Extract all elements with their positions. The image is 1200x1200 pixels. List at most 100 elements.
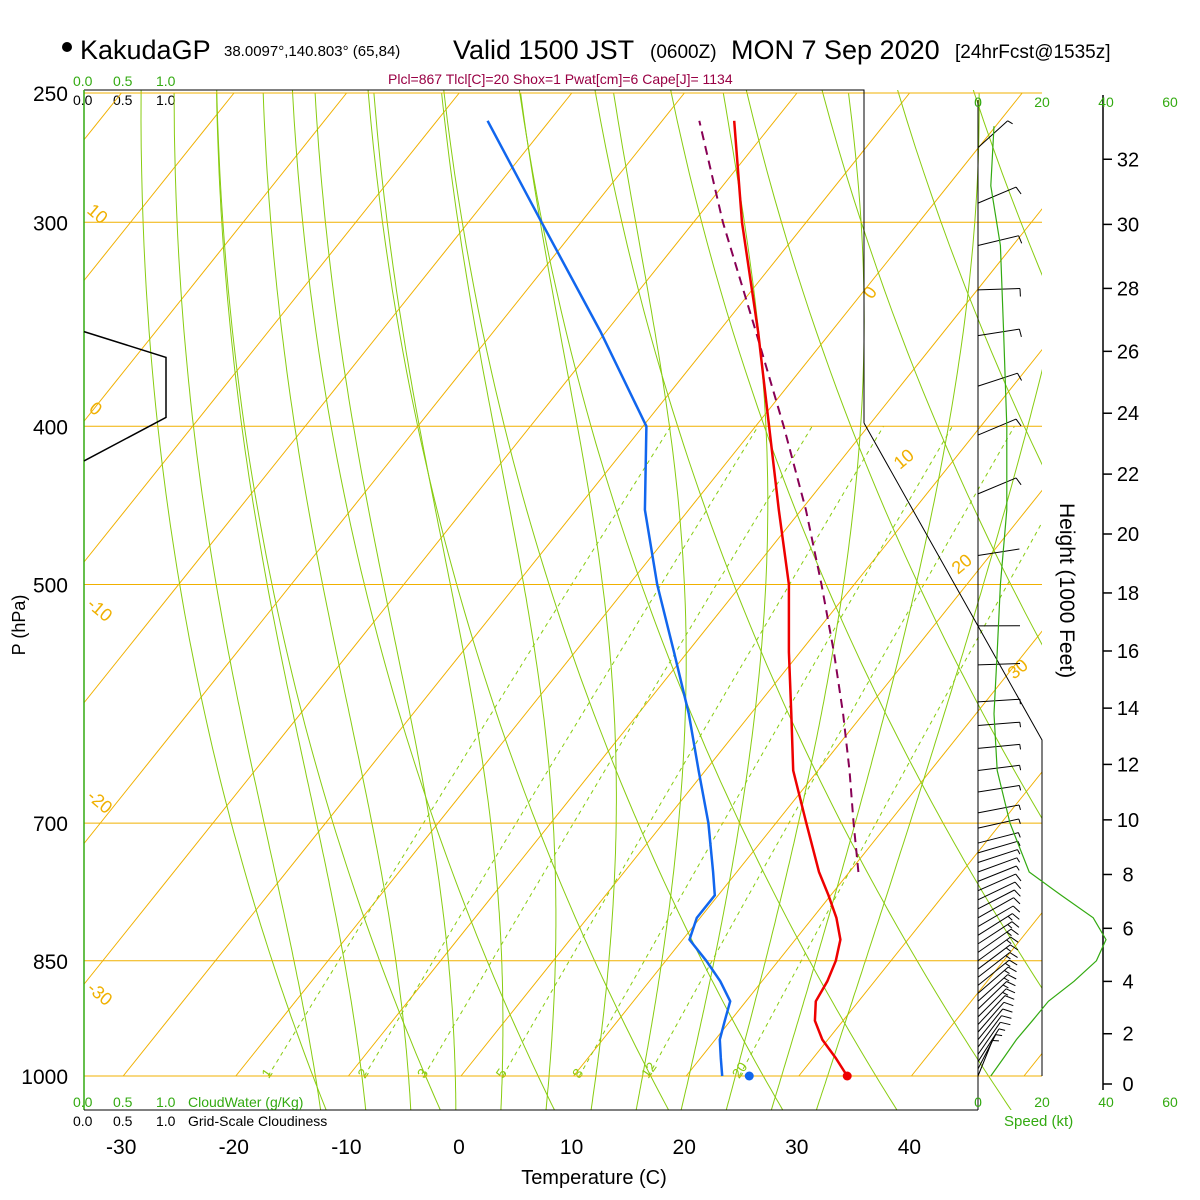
wind-barb-flag [1014,889,1021,897]
wind-barb-shaft [977,981,1007,1010]
speed-tick-label: 0 [974,1094,982,1110]
height-tick-label: 4 [1122,971,1133,993]
wind-barb-shaft [977,288,1021,291]
cloudiness-profile [83,330,167,462]
speed-tick-label: 40 [1098,94,1114,110]
bottom-cloud-tick: 0.5 [113,1094,133,1110]
wind-barb-shaft [977,881,1016,901]
wind-barb-shaft [977,988,1007,1018]
valid-zulu: (0600Z) [650,42,717,63]
station-coords: 38.0097°,140.803° (65,84) [224,43,400,60]
wind-barb [977,721,1021,728]
wind-barb-shaft [977,804,1020,814]
wind-barb [977,418,1022,436]
wind-barb-half-flag [1006,931,1012,937]
moist-adiabat-line [520,92,617,1110]
wind-barbs [977,120,1023,1077]
wind-barb-shaft [977,849,1018,863]
top-cloud-tick: 0.0 [73,73,93,89]
wind-barb [977,840,1021,854]
wind-barb-flag [1003,1001,1014,1007]
wind-barb-shaft [977,857,1018,873]
temperature-axis-ticks: -30 -20 -10 0 10 20 30 40 [106,1136,921,1159]
wind-barb-shaft [977,936,1011,962]
wind-barb-half-flag [1006,947,1012,952]
pressure-level-label: 250 [33,83,68,106]
wind-barb-half-flag [1019,722,1021,728]
wind-barb-flag [1018,235,1023,244]
wind-barb-flag [1017,372,1023,381]
height-tick-label: 12 [1117,754,1139,776]
speed-tick-label: 20 [1034,1094,1050,1110]
pressure-axis: 250 300 400 500 700 850 1000 [21,83,68,1089]
plot-frame [84,89,865,423]
isotherm-line [798,771,1042,1077]
wind-barb [977,764,1022,772]
wind-barb-shaft [977,477,1017,495]
temperature-tick-label: -10 [331,1136,361,1159]
height-tick-label: 0 [1122,1074,1133,1096]
wind-barb-flag [1001,1015,1012,1019]
height-tick-label: 16 [1117,641,1139,663]
wind-barb-half-flag [1018,818,1021,824]
wind-barb-shaft [977,548,1020,557]
wind-barb-half-flag [1019,699,1021,705]
wind-barb-half-flag [995,1034,1003,1037]
wind-barb-flag [1000,1021,1011,1026]
height-tick-label: 14 [1117,698,1139,720]
moist-adiabat-line [173,92,322,1110]
wind-barb-shaft [977,905,1014,928]
height-tick-label: 6 [1122,918,1133,940]
top-cloud-tick: 1.0 [156,73,176,89]
wind-barb-half-flag [1017,849,1021,855]
bottom-cloud-tick: 0.0 [73,1094,93,1110]
wind-barb-shaft [977,944,1011,970]
wind-barb [977,548,1020,557]
dewpoint-profile-line [486,120,732,1077]
wind-barb [977,873,1022,892]
wind-barb-flag [1009,952,1018,958]
moist-adiabat-line [373,92,504,1110]
top-cloudiness-tick: 1.0 [156,92,176,108]
mixing-ratio-line [423,426,813,1077]
wind-barb [977,981,1016,1010]
wind-barb-half-flag [1003,977,1010,982]
wind-barb [977,995,1015,1025]
height-tick-label: 20 [1117,524,1139,546]
mixing-ratio-line [578,426,953,1077]
wind-barb [977,186,1022,204]
mixing-ratio-line [363,426,759,1077]
pressure-level-label: 300 [33,212,68,235]
dry-adiabat-line [443,90,784,1110]
valid-date: MON 7 Sep 2020 [731,35,940,65]
wind-barb-shaft [977,186,1017,204]
wind-barb-flag [1008,959,1018,966]
wind-barb-half-flag [1017,832,1021,838]
wind-barb-shaft [977,698,1020,703]
wind-barb-shaft [977,743,1020,749]
wind-barb-shaft [977,974,1009,1002]
temperature-tick-label: 30 [785,1136,808,1159]
wind-barb [977,944,1019,970]
wind-barb-flag [1005,988,1016,994]
dry-adiabat-line [897,90,1042,466]
dry-adiabat-line [291,90,556,1110]
temperature-tick-label: 0 [453,1136,465,1159]
wind-speed-profile [990,126,1107,1077]
cloudwater-label: CloudWater (g/Kg) [188,1094,303,1110]
dry-adiabat-line [745,90,1042,820]
wind-barb-half-flag [1017,840,1021,847]
wind-barb-flag [1011,921,1020,928]
dry-adiabat-line [518,90,898,1110]
wind-barb-half-flag [1007,916,1013,921]
wind-barb-half-flag [1015,865,1020,871]
wind-barb-shaft [977,764,1020,772]
wind-barb-flag [1014,881,1022,890]
wind-barb-shaft [977,832,1019,844]
wind-barb-half-flag [998,1028,1006,1031]
wind-barb-shaft [977,1001,1005,1033]
pressure-level-label: 1000 [21,1066,68,1089]
speed-tick-label: 20 [1034,94,1050,110]
